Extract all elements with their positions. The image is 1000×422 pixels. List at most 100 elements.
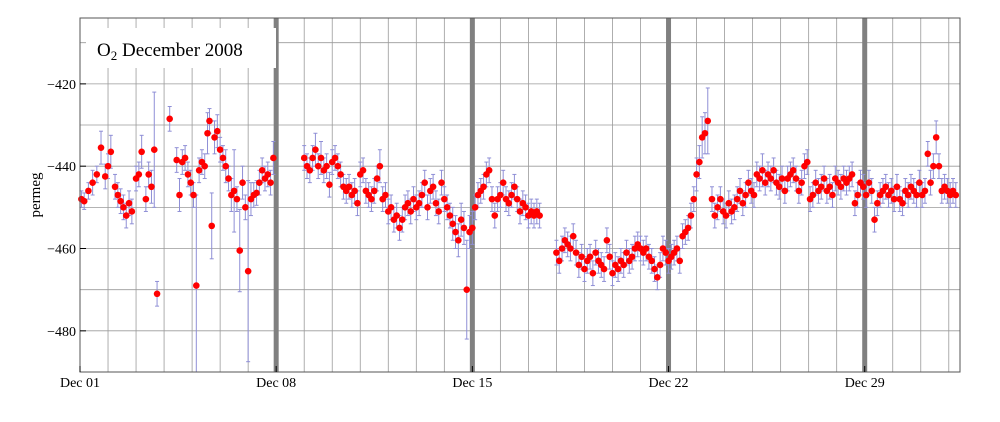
data-point bbox=[225, 175, 232, 182]
data-point bbox=[851, 199, 859, 207]
data-point bbox=[181, 154, 189, 162]
data-point bbox=[142, 195, 150, 203]
data-point bbox=[258, 167, 266, 174]
data-point bbox=[921, 187, 929, 195]
data-point bbox=[460, 224, 468, 232]
data-point bbox=[449, 220, 457, 228]
data-point bbox=[767, 175, 775, 182]
data-point bbox=[233, 195, 241, 203]
data-point bbox=[600, 265, 608, 273]
data-point bbox=[135, 171, 143, 178]
data-point bbox=[714, 204, 721, 211]
data-point bbox=[195, 167, 203, 174]
data-point bbox=[114, 191, 122, 199]
data-point bbox=[606, 253, 613, 261]
data-point bbox=[306, 167, 314, 174]
data-point bbox=[628, 253, 636, 261]
data-point bbox=[676, 257, 684, 265]
data-point bbox=[890, 195, 898, 203]
data-point bbox=[690, 195, 698, 203]
data-point bbox=[424, 204, 431, 211]
data-point bbox=[300, 154, 308, 162]
data-point bbox=[555, 257, 563, 265]
data-point bbox=[745, 179, 752, 186]
data-point bbox=[323, 162, 330, 170]
data-point bbox=[603, 236, 611, 244]
chart-title: O2 December 2008 bbox=[97, 40, 243, 63]
data-point bbox=[491, 212, 499, 219]
data-point bbox=[731, 204, 738, 211]
data-point bbox=[792, 175, 800, 182]
data-point bbox=[696, 158, 703, 166]
data-point bbox=[572, 249, 580, 256]
data-point bbox=[522, 204, 529, 211]
data-point bbox=[145, 171, 152, 178]
x-tick-label: Dec 15 bbox=[452, 376, 492, 391]
x-tick-label: Dec 01 bbox=[60, 376, 100, 391]
data-point bbox=[204, 129, 211, 137]
y-tick-label: −420 bbox=[47, 78, 76, 93]
data-point bbox=[935, 162, 943, 170]
data-point bbox=[216, 146, 224, 154]
data-point bbox=[370, 187, 378, 195]
data-point bbox=[351, 187, 358, 195]
data-point bbox=[717, 195, 724, 203]
data-point bbox=[708, 195, 716, 203]
data-point bbox=[871, 216, 878, 223]
data-point bbox=[150, 146, 158, 154]
data-point bbox=[656, 261, 664, 269]
data-point bbox=[104, 162, 112, 170]
data-point bbox=[480, 183, 487, 191]
data-point bbox=[775, 183, 783, 191]
data-point bbox=[393, 212, 400, 219]
data-point bbox=[789, 167, 797, 174]
data-point bbox=[684, 224, 692, 232]
data-point bbox=[107, 148, 115, 156]
data-point bbox=[214, 127, 221, 135]
data-point bbox=[499, 179, 507, 186]
data-point bbox=[242, 204, 249, 211]
data-point bbox=[865, 179, 873, 186]
data-point bbox=[868, 187, 876, 195]
data-point bbox=[438, 179, 445, 186]
data-point bbox=[614, 265, 622, 273]
data-point bbox=[924, 150, 932, 158]
data-point bbox=[404, 199, 412, 207]
data-points bbox=[78, 115, 960, 298]
data-point bbox=[429, 183, 437, 191]
data-point bbox=[334, 162, 342, 170]
data-point bbox=[457, 216, 465, 223]
data-point bbox=[795, 187, 803, 195]
data-point bbox=[256, 179, 263, 186]
data-point bbox=[264, 171, 272, 178]
data-point bbox=[309, 154, 316, 162]
data-point bbox=[471, 204, 479, 211]
data-point bbox=[829, 191, 836, 199]
data-point bbox=[359, 167, 367, 174]
data-point bbox=[882, 183, 890, 191]
data-point bbox=[354, 199, 361, 207]
x-tick-label: Dec 29 bbox=[845, 376, 885, 391]
y-tick-label: −480 bbox=[47, 325, 76, 340]
plot-frame bbox=[79, 17, 961, 373]
data-point bbox=[382, 191, 389, 199]
data-point bbox=[874, 199, 881, 207]
data-point bbox=[117, 197, 124, 205]
data-point bbox=[812, 179, 819, 186]
data-point bbox=[211, 134, 218, 141]
y-tick-label: −440 bbox=[47, 160, 76, 175]
data-point bbox=[952, 191, 960, 199]
data-point bbox=[693, 171, 700, 178]
data-point bbox=[826, 183, 833, 191]
data-point bbox=[410, 195, 417, 203]
data-point bbox=[913, 191, 920, 199]
data-point bbox=[592, 249, 599, 256]
data-point bbox=[396, 224, 403, 232]
data-point bbox=[331, 154, 339, 162]
data-point bbox=[761, 179, 769, 186]
data-point bbox=[809, 191, 817, 199]
data-point bbox=[435, 208, 443, 215]
data-point bbox=[798, 179, 805, 186]
data-point bbox=[80, 197, 88, 205]
